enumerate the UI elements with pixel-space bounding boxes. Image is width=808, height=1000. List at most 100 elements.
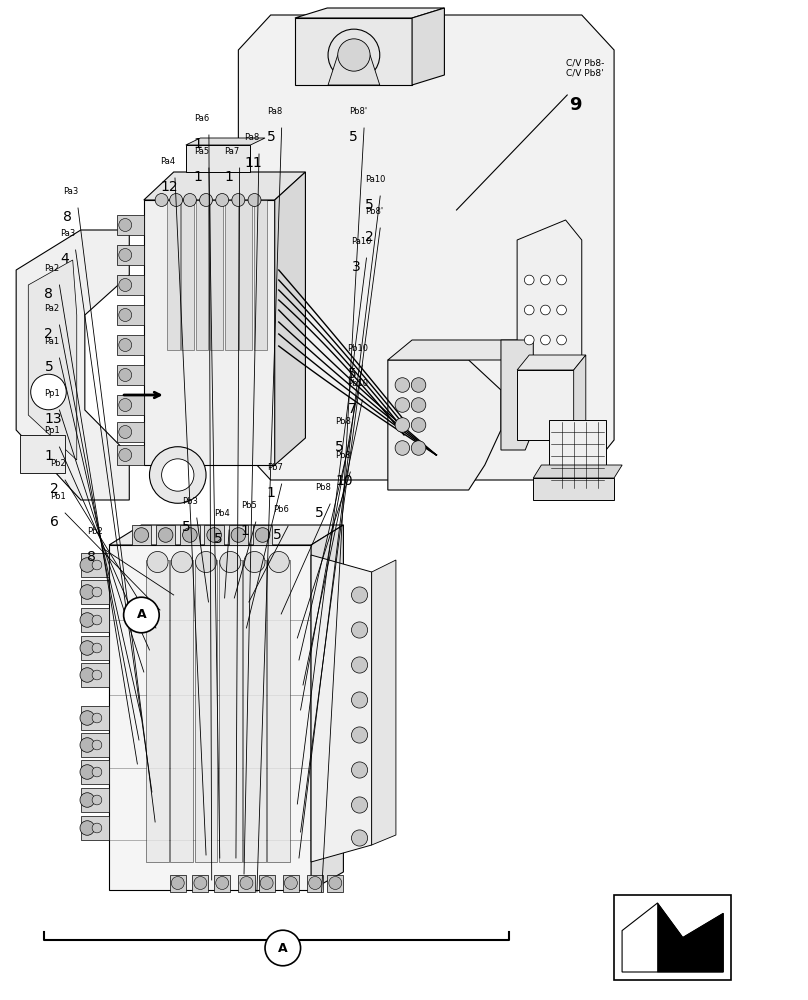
Polygon shape [81,580,109,604]
Circle shape [329,877,342,889]
Circle shape [541,335,550,345]
Text: 1: 1 [194,137,203,151]
Polygon shape [238,875,255,892]
Polygon shape [327,875,343,892]
Text: Pb8': Pb8' [349,107,367,116]
Text: Pa5: Pa5 [194,147,209,156]
Text: 5: 5 [182,520,191,534]
Circle shape [92,560,102,570]
Text: A: A [278,942,288,954]
Text: 13: 13 [44,412,62,426]
Circle shape [158,528,173,542]
Text: Pa6: Pa6 [194,114,209,123]
Text: 8: 8 [87,550,96,564]
Text: Pb6: Pb6 [273,505,289,514]
Polygon shape [186,138,265,145]
Circle shape [194,877,207,889]
Polygon shape [259,875,275,892]
Text: Pa10: Pa10 [365,175,385,184]
Circle shape [207,528,221,542]
Text: Pp1: Pp1 [44,389,60,398]
Text: 5: 5 [214,532,223,546]
Circle shape [244,551,265,573]
Circle shape [196,551,217,573]
Polygon shape [117,245,144,265]
Text: 1: 1 [267,486,276,500]
Circle shape [524,305,534,315]
Circle shape [200,194,213,206]
Polygon shape [311,525,343,890]
Circle shape [119,279,132,291]
Circle shape [147,551,168,573]
Circle shape [216,194,229,206]
Text: 4: 4 [61,252,69,266]
Text: C/V Pb8-: C/V Pb8- [566,59,604,68]
Polygon shape [219,560,242,862]
Polygon shape [117,395,144,415]
Circle shape [92,587,102,597]
Polygon shape [117,422,144,442]
Circle shape [248,194,261,206]
Circle shape [80,668,95,682]
Circle shape [524,335,534,345]
Text: 2: 2 [365,230,374,244]
Polygon shape [117,215,144,235]
Circle shape [124,597,159,633]
Circle shape [134,528,149,542]
Polygon shape [192,875,208,892]
Polygon shape [229,525,248,545]
Circle shape [183,528,197,542]
Polygon shape [295,8,444,18]
Circle shape [411,441,426,455]
Circle shape [351,657,368,673]
Circle shape [170,194,183,206]
Circle shape [351,587,368,603]
Text: Pa2: Pa2 [44,264,60,273]
Text: 1: 1 [44,449,53,463]
Circle shape [92,740,102,750]
Circle shape [183,194,196,206]
Text: 8: 8 [44,287,53,301]
Text: 5: 5 [335,440,344,454]
Polygon shape [180,525,200,545]
Circle shape [119,426,132,438]
Text: 9: 9 [569,96,582,114]
Polygon shape [533,465,622,478]
Text: Pb1: Pb1 [50,492,65,501]
Circle shape [220,551,241,573]
Circle shape [351,692,368,708]
Polygon shape [517,370,574,440]
Text: 5: 5 [347,367,356,381]
Circle shape [351,762,368,778]
Text: Pa3: Pa3 [63,187,78,196]
Polygon shape [517,220,582,440]
Text: Pa7: Pa7 [225,147,240,156]
Polygon shape [372,560,396,845]
Text: 3: 3 [351,260,360,274]
Circle shape [80,738,95,752]
Polygon shape [204,525,224,545]
Circle shape [232,194,245,206]
Circle shape [265,930,301,966]
Text: Pb3: Pb3 [182,497,198,506]
Polygon shape [295,18,412,85]
Polygon shape [117,335,144,355]
Polygon shape [81,663,109,687]
Circle shape [149,447,206,503]
Text: Pa8: Pa8 [267,107,282,116]
Polygon shape [81,733,109,757]
Text: 2: 2 [44,327,53,341]
Polygon shape [412,8,444,85]
Circle shape [411,378,426,392]
Circle shape [216,877,229,889]
Circle shape [524,275,534,285]
Circle shape [92,670,102,680]
Polygon shape [16,230,129,500]
Text: Pb8': Pb8' [365,207,383,216]
Circle shape [351,830,368,846]
Polygon shape [28,260,77,460]
Circle shape [92,795,102,805]
Circle shape [395,441,410,455]
Polygon shape [622,903,723,972]
Polygon shape [81,760,109,784]
